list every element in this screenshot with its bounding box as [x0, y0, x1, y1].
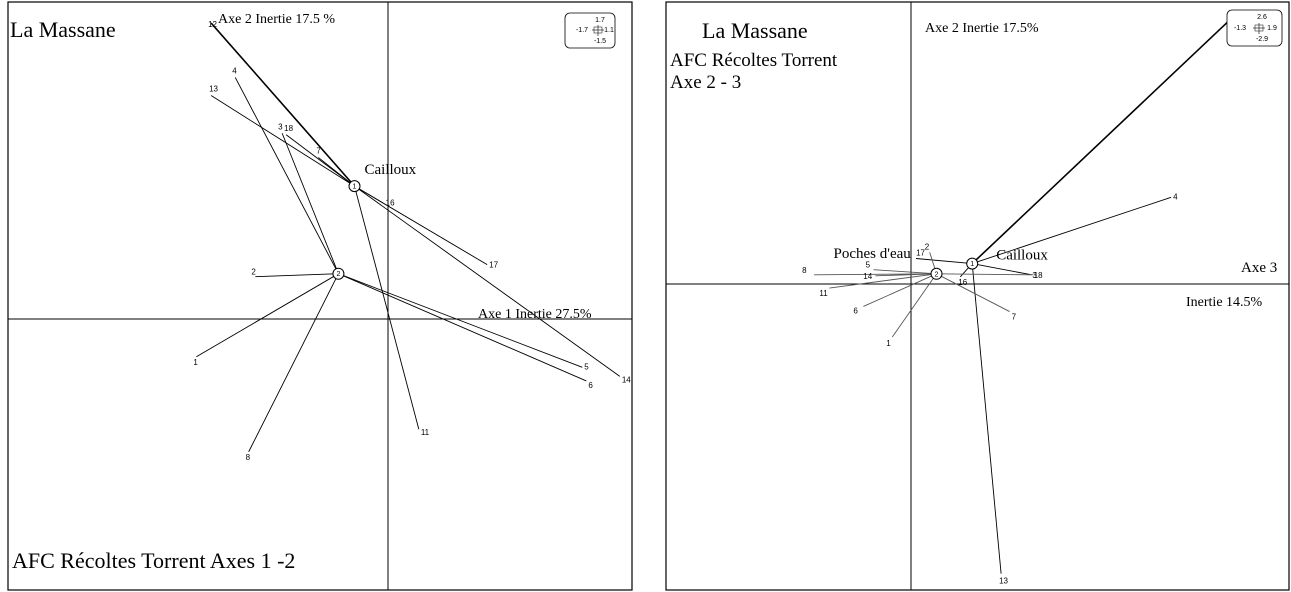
- ray-14: [354, 185, 621, 377]
- centroid-label-1: Cailloux: [996, 248, 1048, 264]
- point-label-7: 7: [1012, 313, 1017, 322]
- scale-top-2: 2.6: [1257, 14, 1267, 21]
- scale-left: -1.7: [576, 27, 588, 34]
- centroid-1: [348, 180, 361, 193]
- scale-bottom: -1.5: [594, 38, 606, 45]
- point-label-4: 4: [232, 66, 237, 75]
- point-label-14: 14: [622, 375, 631, 384]
- ray-18: [972, 263, 1032, 276]
- centroid-2: [930, 267, 943, 280]
- ray-11: [829, 273, 937, 289]
- point-label-6: 6: [853, 306, 858, 315]
- centroid-label-1: Cailloux: [365, 162, 417, 178]
- centroid-1: [966, 257, 979, 270]
- point-label-8: 8: [802, 266, 807, 275]
- point-label-18: 18: [284, 124, 293, 133]
- chart-caption: AFC Récoltes Torrent Axes 1 -2: [12, 548, 295, 573]
- scale-bottom-2: -2.9: [1256, 36, 1268, 43]
- ray-5: [338, 273, 583, 368]
- point-label-1: 1: [193, 358, 198, 367]
- point-label-17: 17: [916, 249, 925, 258]
- scale-top: 1.7: [595, 17, 605, 24]
- point-label-13: 13: [999, 577, 1008, 586]
- ray-7: [318, 157, 355, 187]
- point-label-2: 2: [925, 242, 930, 251]
- y-axis-label: Axe 2 Inertie 17.5 %: [218, 12, 335, 27]
- point-label-5: 5: [584, 362, 589, 371]
- ray-11: [354, 186, 420, 430]
- point-label-14: 14: [863, 272, 872, 281]
- scale-legend-2: 2.6 -1.3 1.9 -2.9: [1226, 9, 1283, 47]
- point-label-4: 4: [1173, 192, 1178, 201]
- ray-5: [873, 269, 937, 275]
- point-label-16: 16: [386, 199, 395, 208]
- point-label-1: 1: [886, 339, 891, 348]
- ray-17: [916, 258, 973, 265]
- point-label-7: 7: [316, 146, 321, 155]
- scale-right: 1.1: [604, 27, 614, 34]
- ray-3: [281, 133, 339, 274]
- point-label-5: 5: [866, 261, 871, 270]
- chart-title-2: La Massane: [702, 18, 808, 43]
- scale-left-2: -1.3: [1234, 25, 1246, 32]
- chart-subtitle-1: AFC Récoltes Torrent: [670, 50, 838, 71]
- ray-13: [210, 95, 355, 187]
- ray-7: [936, 273, 1010, 312]
- ray-12: [210, 22, 356, 187]
- scale-legend: 1.7 -1.7 1.1 -1.5: [564, 12, 616, 49]
- plot-frame-2: [665, 1, 1290, 591]
- ray-1: [891, 273, 937, 338]
- point-label-13: 13: [209, 85, 218, 94]
- ray-4: [234, 77, 339, 274]
- centroid-id-2: 2: [336, 271, 340, 278]
- point-label-3: 3: [278, 122, 283, 131]
- centroid-label-2: Poches d'eau: [834, 246, 912, 262]
- ray-17: [354, 185, 488, 266]
- point-label-6: 6: [588, 381, 593, 390]
- centroid-id-1: 1: [353, 184, 357, 191]
- x-axis-label-2: Axe 3: [1241, 260, 1277, 276]
- point-label-2: 2: [251, 268, 256, 277]
- ray-6: [338, 273, 587, 382]
- ray-8: [248, 273, 339, 453]
- y-axis-label-2: Axe 2 Inertie 17.5%: [925, 21, 1039, 36]
- centroid-id-2: 2: [935, 271, 939, 278]
- scale-right-2: 1.9: [1267, 25, 1277, 32]
- point-label-11: 11: [819, 289, 828, 298]
- point-label-12: 12: [208, 20, 217, 29]
- point-label-16: 16: [958, 278, 967, 287]
- ray-12: [971, 20, 1230, 265]
- point-label-8: 8: [246, 453, 251, 462]
- ray-2: [255, 273, 339, 278]
- chart-title: La Massane: [10, 17, 116, 42]
- ray-6: [863, 273, 937, 307]
- point-label-17: 17: [489, 261, 498, 270]
- plot-frame: [7, 1, 633, 591]
- centroid-id-1: 1: [970, 261, 974, 268]
- x-axis-label: Axe 1 Inertie 27.5%: [478, 307, 592, 322]
- ray-13: [971, 263, 1002, 574]
- ray-4: [972, 196, 1172, 265]
- point-label-11: 11: [421, 428, 430, 437]
- point-label-3: 3: [1032, 271, 1037, 280]
- chart-subtitle-2: Axe 2 - 3: [670, 72, 741, 93]
- x-axis-inertia-2: Inertie 14.5%: [1186, 295, 1263, 310]
- centroid-2: [332, 267, 345, 280]
- ray-3: [936, 273, 1034, 276]
- ray-1: [196, 273, 339, 358]
- point-label-18: 18: [1034, 271, 1043, 280]
- ray-8: [814, 273, 937, 276]
